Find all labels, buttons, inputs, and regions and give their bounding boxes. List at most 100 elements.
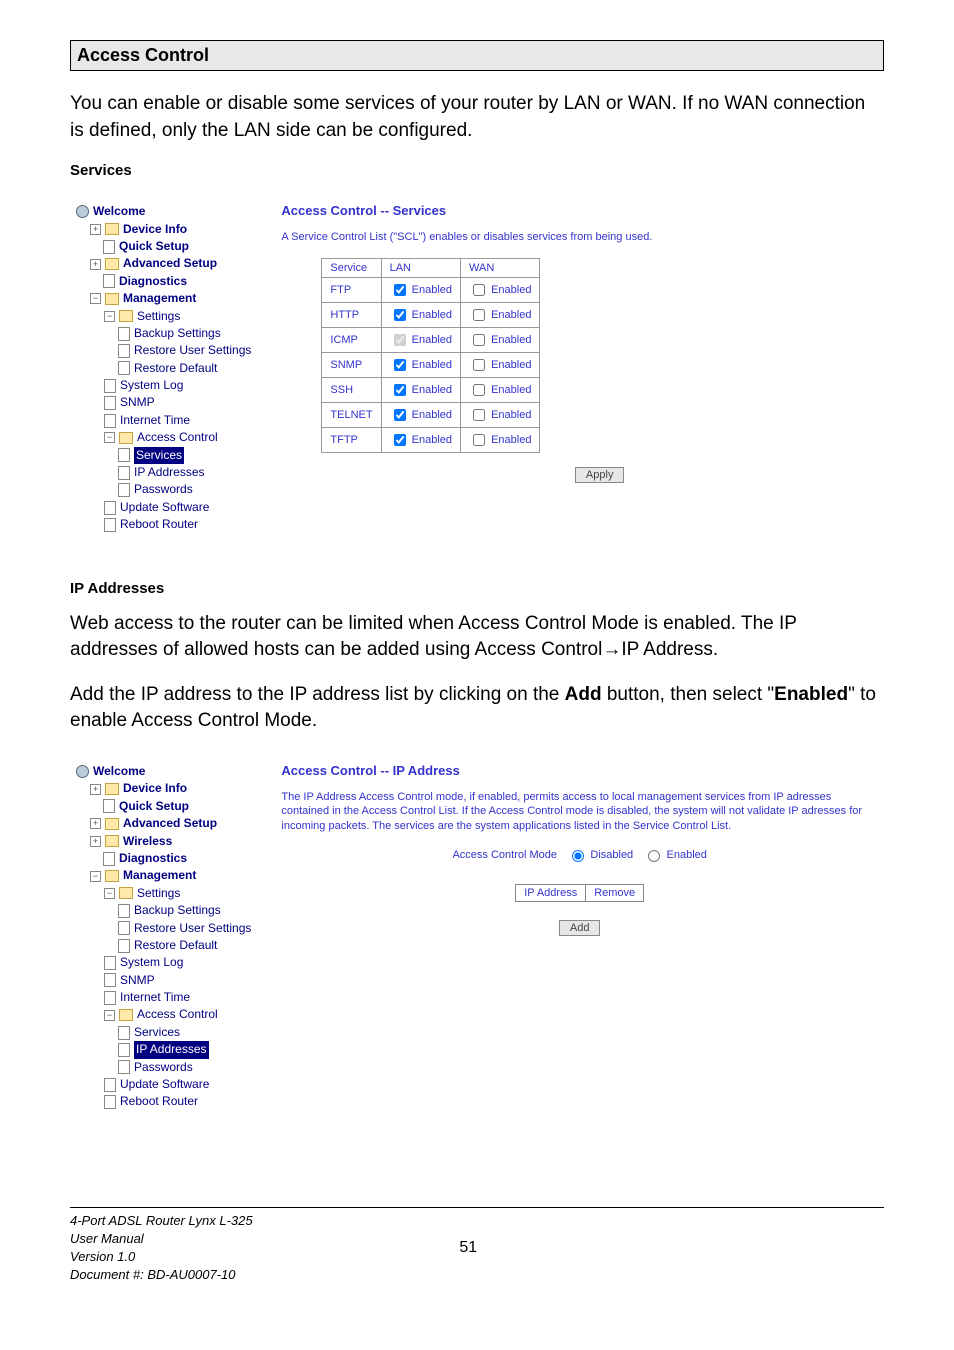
col-service: Service — [322, 259, 381, 278]
wan-checkbox[interactable] — [473, 384, 485, 396]
tree2-update-software[interactable]: Update Software — [104, 1076, 251, 1093]
tree2-services[interactable]: Services — [118, 1024, 251, 1041]
table-row: TELNET Enabled Enabled — [322, 403, 540, 428]
tree2-internet-time[interactable]: Internet Time — [104, 989, 251, 1006]
service-cell: SSH — [322, 378, 381, 403]
tree-internet-time[interactable]: Internet Time — [104, 412, 251, 429]
tree2-management[interactable]: −Management — [90, 867, 251, 884]
wan-cell: Enabled — [461, 378, 540, 403]
services-heading: Services — [70, 162, 884, 179]
tree2-backup[interactable]: Backup Settings — [118, 902, 251, 919]
lan-checkbox[interactable] — [394, 334, 406, 346]
nav-tree2: Welcome +Device Info Quick Setup +Advanc… — [76, 763, 251, 1111]
tree-settings[interactable]: −Settings — [104, 308, 251, 325]
tree-system-log[interactable]: System Log — [104, 377, 251, 394]
radio-enabled-label: Enabled — [667, 849, 707, 861]
wan-checkbox[interactable] — [473, 309, 485, 321]
col-ip: IP Address — [516, 885, 586, 902]
tree2-device-info[interactable]: +Device Info — [90, 780, 251, 797]
wan-checkbox[interactable] — [473, 409, 485, 421]
right-pane2: Access Control -- IP Address The IP Addr… — [281, 763, 878, 1111]
tree2-system-log[interactable]: System Log — [104, 954, 251, 971]
col-remove: Remove — [586, 885, 644, 902]
lan-cell: Enabled — [381, 378, 460, 403]
tree2-passwords[interactable]: Passwords — [118, 1059, 251, 1076]
tree2-restore-user[interactable]: Restore User Settings — [118, 920, 251, 937]
footer-l3: Version 1.0 — [70, 1248, 253, 1266]
ip-table: IP AddressRemove — [515, 884, 644, 902]
wan-cell: Enabled — [461, 278, 540, 303]
tree-reboot-router[interactable]: Reboot Router — [104, 516, 251, 533]
tree-management[interactable]: −Management — [90, 290, 251, 307]
nav-tree: Welcome +Device Info Quick Setup +Advanc… — [76, 203, 251, 533]
tree2-advanced-setup[interactable]: +Advanced Setup — [90, 815, 251, 832]
add-button[interactable]: Add — [559, 920, 601, 936]
tree2-quick-setup[interactable]: Quick Setup — [90, 798, 251, 815]
service-cell: HTTP — [322, 303, 381, 328]
tree-advanced-setup[interactable]: +Advanced Setup — [90, 255, 251, 272]
wan-cell: Enabled — [461, 303, 540, 328]
lan-checkbox[interactable] — [394, 409, 406, 421]
lan-cell: Enabled — [381, 328, 460, 353]
wan-cell: Enabled — [461, 353, 540, 378]
lan-checkbox[interactable] — [394, 284, 406, 296]
tree2-ip-addresses[interactable]: IP Addresses — [118, 1041, 251, 1058]
tree2-restore-default[interactable]: Restore Default — [118, 937, 251, 954]
screenshot-ip: Welcome +Device Info Quick Setup +Advanc… — [70, 753, 884, 1127]
wan-checkbox[interactable] — [473, 334, 485, 346]
apply-button[interactable]: Apply — [575, 467, 625, 483]
intro-text: You can enable or disable some services … — [70, 91, 884, 144]
table-row: SNMP Enabled Enabled — [322, 353, 540, 378]
tree-snmp[interactable]: SNMP — [104, 394, 251, 411]
table-row: FTP Enabled Enabled — [322, 278, 540, 303]
tree-quick-setup[interactable]: Quick Setup — [90, 238, 251, 255]
tree-access-control[interactable]: −Access Control — [104, 429, 251, 446]
pane-desc: A Service Control List ("SCL") enables o… — [281, 230, 878, 244]
lan-cell: Enabled — [381, 278, 460, 303]
table-row: TFTP Enabled Enabled — [322, 428, 540, 453]
globe-icon — [76, 205, 89, 218]
table-row: ICMP Enabled Enabled — [322, 328, 540, 353]
section-title: Access Control — [70, 40, 884, 71]
wan-checkbox[interactable] — [473, 359, 485, 371]
table-row: SSH Enabled Enabled — [322, 378, 540, 403]
tree-device-info[interactable]: +Device Info — [90, 221, 251, 238]
service-cell: FTP — [322, 278, 381, 303]
lan-cell: Enabled — [381, 303, 460, 328]
tree-passwords[interactable]: Passwords — [118, 481, 251, 498]
lan-checkbox[interactable] — [394, 434, 406, 446]
wan-checkbox[interactable] — [473, 434, 485, 446]
footer: 4-Port ADSL Router Lynx L-325 User Manua… — [70, 1207, 884, 1285]
radio-disabled[interactable] — [572, 850, 584, 862]
lan-checkbox[interactable] — [394, 359, 406, 371]
radio-disabled-label: Disabled — [590, 849, 633, 861]
lan-cell: Enabled — [381, 403, 460, 428]
tree-welcome[interactable]: Welcome — [76, 203, 251, 220]
tree2-settings[interactable]: −Settings — [104, 885, 251, 902]
tree-restore-default[interactable]: Restore Default — [118, 360, 251, 377]
tree2-snmp[interactable]: SNMP — [104, 972, 251, 989]
lan-checkbox[interactable] — [394, 309, 406, 321]
tree2-reboot-router[interactable]: Reboot Router — [104, 1093, 251, 1110]
tree-restore-user[interactable]: Restore User Settings — [118, 342, 251, 359]
tree-services[interactable]: Services — [118, 447, 251, 464]
pane-header: Access Control -- Services — [281, 203, 878, 218]
ip-intro1: Web access to the router can be limited … — [70, 611, 884, 664]
wan-checkbox[interactable] — [473, 284, 485, 296]
pane2-desc: The IP Address Access Control mode, if e… — [281, 790, 878, 833]
service-cell: TELNET — [322, 403, 381, 428]
lan-checkbox[interactable] — [394, 384, 406, 396]
tree-diagnostics[interactable]: Diagnostics — [90, 273, 251, 290]
tree-backup-settings[interactable]: Backup Settings — [118, 325, 251, 342]
mode-label: Access Control Mode — [452, 849, 557, 861]
tree2-welcome[interactable]: Welcome — [76, 763, 251, 780]
col-wan: WAN — [461, 259, 540, 278]
tree-update-software[interactable]: Update Software — [104, 499, 251, 516]
tree-ip-addresses[interactable]: IP Addresses — [118, 464, 251, 481]
radio-enabled[interactable] — [648, 850, 660, 862]
tree2-wireless[interactable]: +Wireless — [90, 833, 251, 850]
tree2-access-control[interactable]: −Access Control — [104, 1006, 251, 1023]
tree2-diagnostics[interactable]: Diagnostics — [90, 850, 251, 867]
col-lan: LAN — [381, 259, 460, 278]
services-table: Service LAN WAN FTP Enabled EnabledHTTP … — [321, 258, 540, 453]
